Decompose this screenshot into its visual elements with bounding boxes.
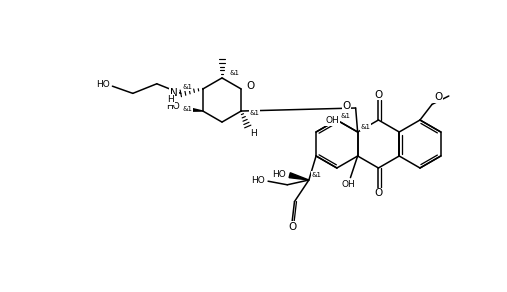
Text: &1: &1	[183, 106, 193, 112]
Text: O: O	[374, 90, 383, 100]
Text: O: O	[246, 81, 255, 91]
Text: &1: &1	[341, 113, 351, 119]
Text: N: N	[170, 88, 178, 98]
Text: HO: HO	[96, 80, 110, 89]
Text: O: O	[434, 92, 442, 102]
Text: &1: &1	[360, 124, 371, 130]
Text: OH: OH	[325, 116, 339, 125]
Polygon shape	[183, 106, 203, 111]
Polygon shape	[289, 173, 309, 180]
Text: O: O	[342, 101, 351, 111]
Text: O: O	[374, 188, 383, 198]
Text: OH: OH	[342, 180, 355, 189]
Text: HO: HO	[166, 102, 180, 111]
Text: &1: &1	[249, 110, 259, 116]
Text: H: H	[250, 129, 257, 138]
Text: HO: HO	[272, 170, 285, 179]
Text: HO: HO	[251, 176, 265, 185]
Text: O: O	[288, 222, 296, 232]
Text: &1: &1	[312, 172, 322, 178]
Text: &1: &1	[183, 84, 193, 90]
Text: H: H	[167, 95, 174, 104]
Text: &1: &1	[230, 70, 240, 76]
